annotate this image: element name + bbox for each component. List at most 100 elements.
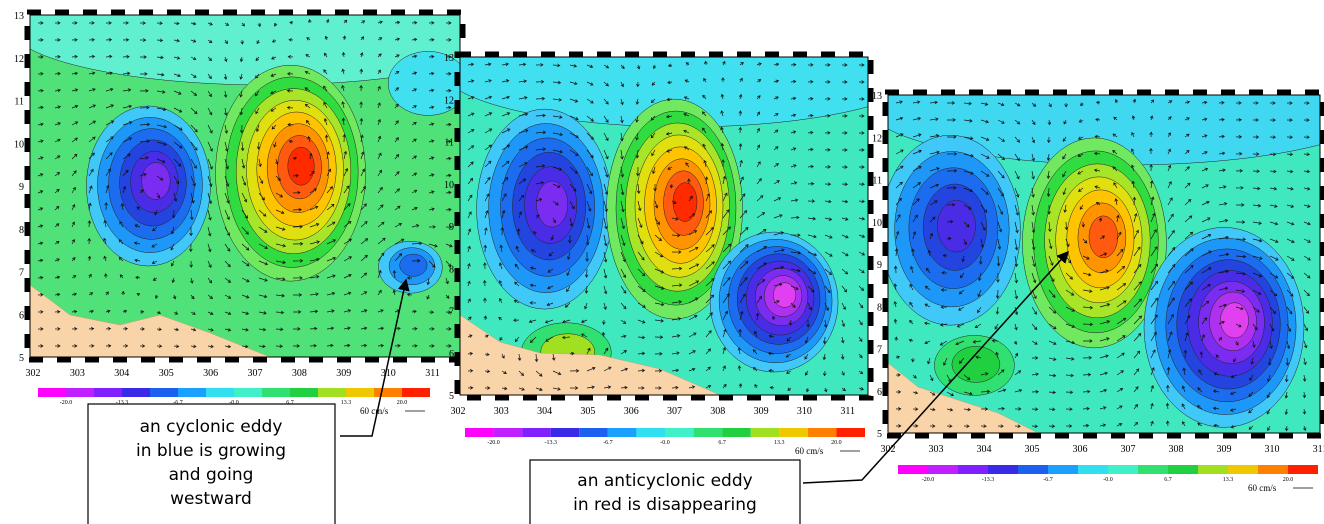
x-tick-label: 306	[624, 406, 639, 417]
colorbar-swatch	[665, 428, 694, 437]
colorbar-swatch	[178, 388, 206, 397]
y-tick-label: 6	[449, 349, 454, 360]
x-tick-label: 305	[1025, 444, 1040, 455]
contour	[536, 181, 567, 227]
colorbar-label: 13.3	[774, 440, 785, 446]
colorbar-swatch	[836, 428, 865, 437]
x-tick-label: 306	[203, 368, 218, 379]
colorbar-swatch	[66, 388, 94, 397]
colorbar-swatch	[928, 465, 958, 474]
y-tick-label: 9	[19, 182, 24, 193]
map-body	[440, 7, 930, 395]
colorbar-swatch	[318, 388, 346, 397]
y-tick-label: 12	[14, 54, 24, 65]
y-tick-label: 5	[449, 391, 454, 402]
colorbar-swatch	[1258, 465, 1288, 474]
colorbar-label: 13.3	[1223, 477, 1234, 483]
y-tick-label: 10	[872, 218, 882, 229]
colorbar-swatch	[579, 428, 608, 437]
x-tick-label: 307	[667, 406, 682, 417]
x-tick-label: 310	[797, 406, 812, 417]
y-tick-label: 10	[444, 180, 454, 191]
annotation-line: and going	[169, 465, 254, 485]
map-panel: 3023033043053063073083093103115678910111…	[866, 45, 1324, 493]
x-tick-label: 303	[929, 444, 944, 455]
colorbar-swatch	[234, 388, 262, 397]
y-tick-label: 5	[19, 353, 24, 364]
x-tick-label: 304	[114, 368, 129, 379]
y-tick-label: 7	[19, 268, 24, 279]
colorbar-swatch	[94, 388, 122, 397]
x-tick-label: 307	[1121, 444, 1136, 455]
y-tick-label: 13	[872, 91, 882, 102]
colorbar-label: -0.0	[660, 440, 670, 446]
x-tick-label: 305	[159, 368, 174, 379]
colorbar-swatch	[751, 428, 780, 437]
colorbar-swatch	[722, 428, 751, 437]
y-tick-label: 11	[14, 97, 24, 108]
x-tick-label: 308	[292, 368, 307, 379]
figure: 302 303 304 305 306 307 308 309 310 311 5 6 7 8 9 10 11 1…	[0, 0, 1324, 524]
colorbar-swatch	[374, 388, 402, 397]
colorbar-label: 13.3	[341, 400, 352, 406]
y-tick-label: 13	[444, 53, 454, 64]
colorbar-swatch	[694, 428, 723, 437]
colorbar-label: -13.3	[982, 477, 995, 483]
y-tick-label: 5	[877, 429, 882, 440]
colorbar-label: 6.7	[1164, 477, 1172, 483]
x-tick-label: 304	[537, 406, 552, 417]
colorbar-swatch	[1078, 465, 1108, 474]
colorbar-label: -6.7	[1043, 477, 1053, 483]
colorbar-swatch	[988, 465, 1018, 474]
x-tick-label: 302	[451, 406, 466, 417]
x-tick-label: 304	[977, 444, 992, 455]
colorbar-swatch	[122, 388, 150, 397]
annotation-line: in blue is growing	[136, 441, 286, 461]
x-tick-label: 306	[1073, 444, 1088, 455]
y-tick-label: 9	[449, 222, 454, 233]
colorbar-swatch	[494, 428, 523, 437]
contour	[952, 346, 1000, 382]
x-tick-label: 309	[754, 406, 769, 417]
annotation-line: westward	[170, 489, 252, 509]
colorbar-swatch	[1198, 465, 1228, 474]
colorbar-swatch	[150, 388, 178, 397]
y-tick-label: 8	[19, 225, 24, 236]
colorbar-label: 6.7	[718, 440, 726, 446]
colorbar-swatch	[608, 428, 637, 437]
y-tick-label: 10	[14, 139, 24, 150]
colorbar-swatch	[1288, 465, 1318, 474]
x-tick-label: 309	[336, 368, 351, 379]
colorbar-swatch	[1228, 465, 1258, 474]
colorbar-swatch	[779, 428, 808, 437]
colorbar-label: -6.7	[603, 440, 613, 446]
colorbar-swatch	[262, 388, 290, 397]
y-tick-label: 13	[14, 11, 24, 22]
colorbar-swatch	[290, 388, 318, 397]
x-tick-label: 303	[494, 406, 509, 417]
colorbar-label: -20.0	[487, 440, 500, 446]
x-tick-label: 303	[70, 368, 85, 379]
y-tick-label: 7	[877, 345, 882, 356]
colorbar-swatch	[636, 428, 665, 437]
colorbar-label: -20.0	[922, 477, 935, 483]
scale-label: 60 cm/s	[1248, 483, 1277, 493]
colorbar-swatch	[346, 388, 374, 397]
x-tick-label: 307	[248, 368, 263, 379]
colorbar-swatch	[958, 465, 988, 474]
y-tick-label: 8	[877, 302, 882, 313]
colorbar-swatch	[1018, 465, 1048, 474]
x-tick-label: 309	[1217, 444, 1232, 455]
y-tick-label: 6	[19, 310, 24, 321]
colorbar-label: 20.0	[397, 400, 408, 406]
scale-label: 60 cm/s	[360, 406, 389, 416]
x-tick-label: 311	[1313, 444, 1324, 455]
colorbar-swatch	[1138, 465, 1168, 474]
x-tick-label: 311	[425, 368, 440, 379]
x-tick-label: 308	[1169, 444, 1184, 455]
colorbar-swatch	[206, 388, 234, 397]
x-tick-label: 302	[26, 368, 41, 379]
x-tick-label: 311	[840, 406, 855, 417]
contour	[673, 183, 697, 222]
colorbar-label: -13.3	[544, 440, 557, 446]
